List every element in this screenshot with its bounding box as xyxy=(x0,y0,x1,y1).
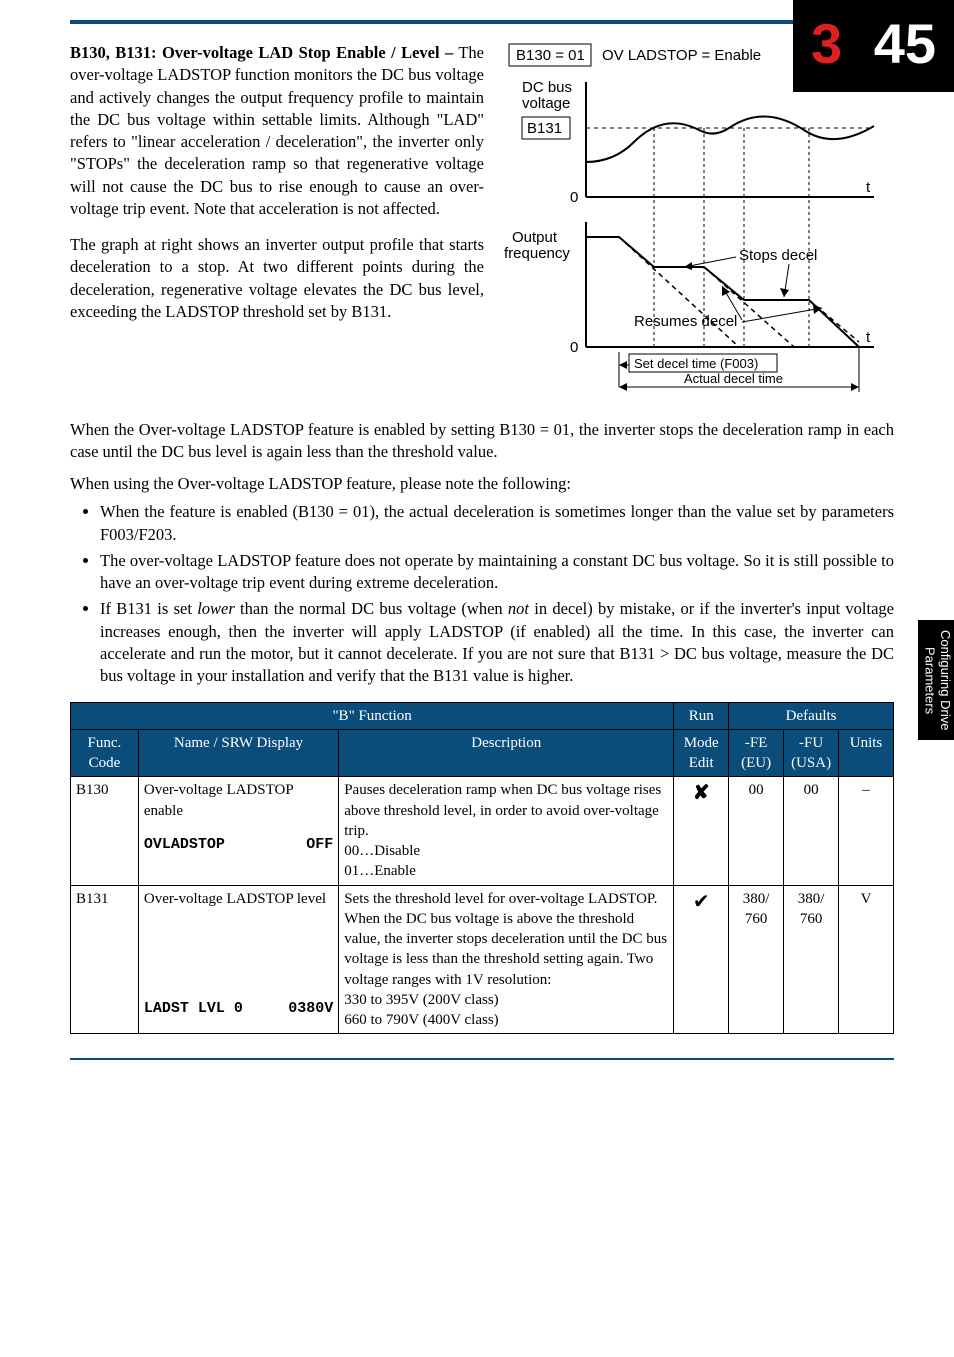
actual-dim-arrow-r xyxy=(851,383,859,391)
paragraph-1: B130, B131: Over-voltage LAD Stop Enable… xyxy=(70,42,484,220)
stops-decel-label: Stops decel xyxy=(739,247,817,264)
b131-label: B131 xyxy=(527,120,562,137)
th-units: Units xyxy=(839,729,894,777)
header-rule xyxy=(70,20,894,24)
caption-box-text: B130 = 01 xyxy=(516,47,585,64)
of-t: t xyxy=(866,329,871,346)
left-text-column: B130, B131: Over-voltage LAD Stop Enable… xyxy=(70,42,484,409)
side-tab-line1: Configuring Drive xyxy=(938,630,953,730)
paragraph-1-rest: The over-voltage LADSTOP function monito… xyxy=(70,43,484,218)
table-row: B131 Over-voltage LADSTOP level LADST LV… xyxy=(71,885,894,1034)
th-defaults: Defaults xyxy=(729,702,894,729)
th-mode: Mode Edit xyxy=(674,729,729,777)
cell-desc: Sets the threshold level for over-voltag… xyxy=(339,885,674,1034)
ladstop-diagram: B130 = 01 OV LADSTOP = Enable DC bus vol… xyxy=(504,42,894,402)
caption-right-text: OV LADSTOP = Enable xyxy=(602,47,761,64)
dcbus-label-1: DC bus xyxy=(522,79,572,96)
paragraph-2: The graph at right shows an inverter out… xyxy=(70,234,484,323)
resumes-decel-label: Resumes decel xyxy=(634,313,737,330)
cell-mode: ✔ xyxy=(674,885,729,1034)
footer-rule xyxy=(70,1058,894,1060)
paragraph-4-lead: When using the Over-voltage LADSTOP feat… xyxy=(70,473,894,495)
side-tab: Configuring Drive Parameters xyxy=(918,620,954,740)
bullet-3: If B131 is set lower than the normal DC … xyxy=(100,598,894,687)
cell-fu: 380/ 760 xyxy=(784,885,839,1034)
bullet-1: When the feature is enabled (B130 = 01),… xyxy=(100,501,894,546)
resumes-arrow-2 xyxy=(742,308,822,322)
page-number-tab: 3 45 xyxy=(793,0,954,92)
cell-units: V xyxy=(839,885,894,1034)
actual-dim-arrow-l xyxy=(619,383,627,391)
output-label-2: frequency xyxy=(504,245,570,262)
srw-display: OVLADSTOP OFF xyxy=(144,835,333,855)
parameter-table: "B" Function Run Defaults Func. Code Nam… xyxy=(70,702,894,1035)
stops-arrowhead-2 xyxy=(780,288,789,297)
cell-code: B131 xyxy=(71,885,139,1034)
page-number: 45 xyxy=(874,12,936,75)
actual-decel-text: Actual decel time xyxy=(684,371,783,386)
cell-name: Over-voltage LADSTOP level LADST LVL 0 0… xyxy=(138,885,338,1034)
bullet-2: The over-voltage LADSTOP feature does no… xyxy=(100,550,894,595)
th-name: Name / SRW Display xyxy=(138,729,338,777)
cell-units: – xyxy=(839,777,894,885)
output-label-1: Output xyxy=(512,229,558,246)
cell-name: Over-voltage LADSTOP enable OVLADSTOP OF… xyxy=(138,777,338,885)
of-zero: 0 xyxy=(570,339,578,356)
bullet-list: When the feature is enabled (B130 = 01),… xyxy=(100,501,894,687)
srw-display: LADST LVL 0 0380V xyxy=(144,999,333,1019)
th-fe: -FE (EU) xyxy=(729,729,784,777)
chapter-number: 3 xyxy=(811,12,842,75)
figure-column: B130 = 01 OV LADSTOP = Enable DC bus vol… xyxy=(504,42,894,409)
side-tab-line2: Parameters xyxy=(922,647,937,714)
set-decel-dash-2 xyxy=(704,267,794,347)
set-dim-arrow-l xyxy=(619,361,627,369)
cell-fe: 380/ 760 xyxy=(729,885,784,1034)
dc-zero: 0 xyxy=(570,189,578,206)
run-in-heading: B130, B131: Over-voltage LAD Stop Enable… xyxy=(70,43,453,62)
cell-mode: ✘ xyxy=(674,777,729,885)
dc-bus-curve xyxy=(586,116,874,162)
th-func-code: Func. Code xyxy=(71,729,139,777)
th-b-function: "B" Function xyxy=(71,702,674,729)
th-fu: -FU (USA) xyxy=(784,729,839,777)
dcbus-label-2: voltage xyxy=(522,95,570,112)
cell-fe: 00 xyxy=(729,777,784,885)
dc-t: t xyxy=(866,179,871,196)
table-row: B130 Over-voltage LADSTOP enable OVLADST… xyxy=(71,777,894,885)
th-run: Run xyxy=(674,702,729,729)
cell-code: B130 xyxy=(71,777,139,885)
cell-fu: 00 xyxy=(784,777,839,885)
paragraph-3: When the Over-voltage LADSTOP feature is… xyxy=(70,419,894,464)
th-desc: Description xyxy=(339,729,674,777)
set-decel-text: Set decel time (F003) xyxy=(634,356,758,371)
cell-desc: Pauses deceleration ramp when DC bus vol… xyxy=(339,777,674,885)
